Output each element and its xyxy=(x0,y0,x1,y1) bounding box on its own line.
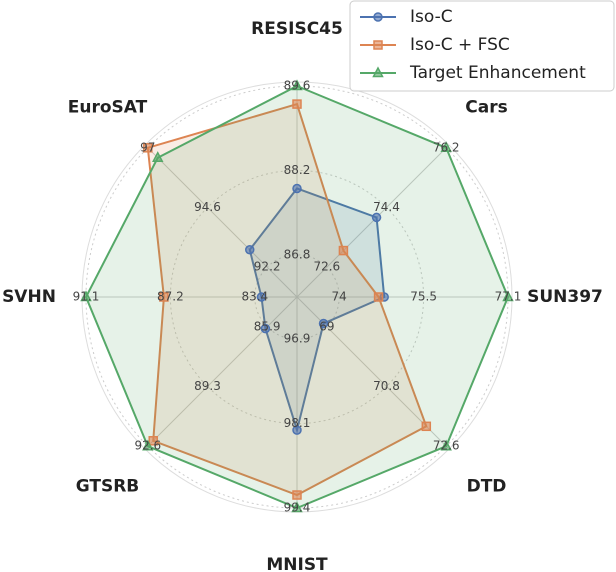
data-point xyxy=(440,439,452,451)
tick-label: 98.1 xyxy=(284,416,311,430)
axis-label: RESISC45 xyxy=(251,19,343,39)
tick-label: 91.1 xyxy=(73,290,100,304)
data-point xyxy=(421,421,432,432)
spoke xyxy=(144,144,298,298)
tick-label: 97 xyxy=(140,140,155,154)
data-point xyxy=(159,292,169,302)
data-point xyxy=(142,439,154,451)
axis-label: SVHN xyxy=(2,287,56,307)
tick-label: 86.8 xyxy=(284,247,311,261)
tick-label: 85.9 xyxy=(254,319,281,333)
tick-label: 70.8 xyxy=(373,379,400,393)
axis-label: DTD xyxy=(467,477,507,497)
axis-label: MNIST xyxy=(266,555,328,572)
tick-label: 92.2 xyxy=(254,260,281,274)
tick-label: 96.9 xyxy=(284,332,311,346)
legend-label: Target Enhancement xyxy=(409,63,586,83)
data-point xyxy=(292,99,302,109)
legend-label: Iso-C + FSC xyxy=(410,35,510,55)
tick-label: 69 xyxy=(319,319,334,333)
tick-label: 72.6 xyxy=(433,439,460,453)
legend-marker xyxy=(372,66,384,78)
tick-label: 76.2 xyxy=(433,140,460,154)
data-point xyxy=(292,490,302,500)
data-point xyxy=(256,292,267,302)
data-point xyxy=(152,151,164,162)
data-point xyxy=(260,323,271,334)
axis-label: SUN397 xyxy=(527,287,603,307)
tick-label: 75.5 xyxy=(410,290,437,304)
data-point xyxy=(292,425,302,435)
axis-label: Cars xyxy=(465,97,507,117)
tick-label: 87.2 xyxy=(157,290,184,304)
data-point xyxy=(292,183,302,194)
tick-label: 83.4 xyxy=(241,290,268,304)
axis-label: EuroSAT xyxy=(68,97,148,117)
tick-label: 72.6 xyxy=(313,260,340,274)
tick-label: 74.4 xyxy=(373,200,400,214)
data-point xyxy=(148,436,158,446)
data-point xyxy=(371,212,382,223)
data-point xyxy=(318,318,329,329)
data-point xyxy=(373,292,384,302)
tick-label: 77.1 xyxy=(495,290,522,304)
data-point xyxy=(338,245,349,256)
tick-label: 74 xyxy=(332,290,347,304)
tick-label: 92.6 xyxy=(134,439,161,453)
data-point xyxy=(143,143,153,153)
data-point xyxy=(440,141,452,153)
spoke xyxy=(144,296,298,450)
spoke xyxy=(296,144,450,298)
legend-marker xyxy=(373,12,383,22)
data-point xyxy=(502,290,514,302)
data-point xyxy=(291,501,303,513)
tick-label: 94.6 xyxy=(194,200,221,214)
tick-label: 99.4 xyxy=(284,501,311,515)
tick-label: 89.6 xyxy=(284,79,311,93)
data-point xyxy=(245,245,255,255)
data-point xyxy=(80,290,92,302)
axis-label: GTSRB xyxy=(76,477,140,497)
legend-marker xyxy=(373,40,383,50)
tick-label: 89.3 xyxy=(194,379,221,393)
data-point xyxy=(291,79,303,91)
legend-label: Iso-C xyxy=(410,7,453,27)
tick-label: 88.2 xyxy=(284,163,311,177)
legend-box xyxy=(349,0,615,92)
